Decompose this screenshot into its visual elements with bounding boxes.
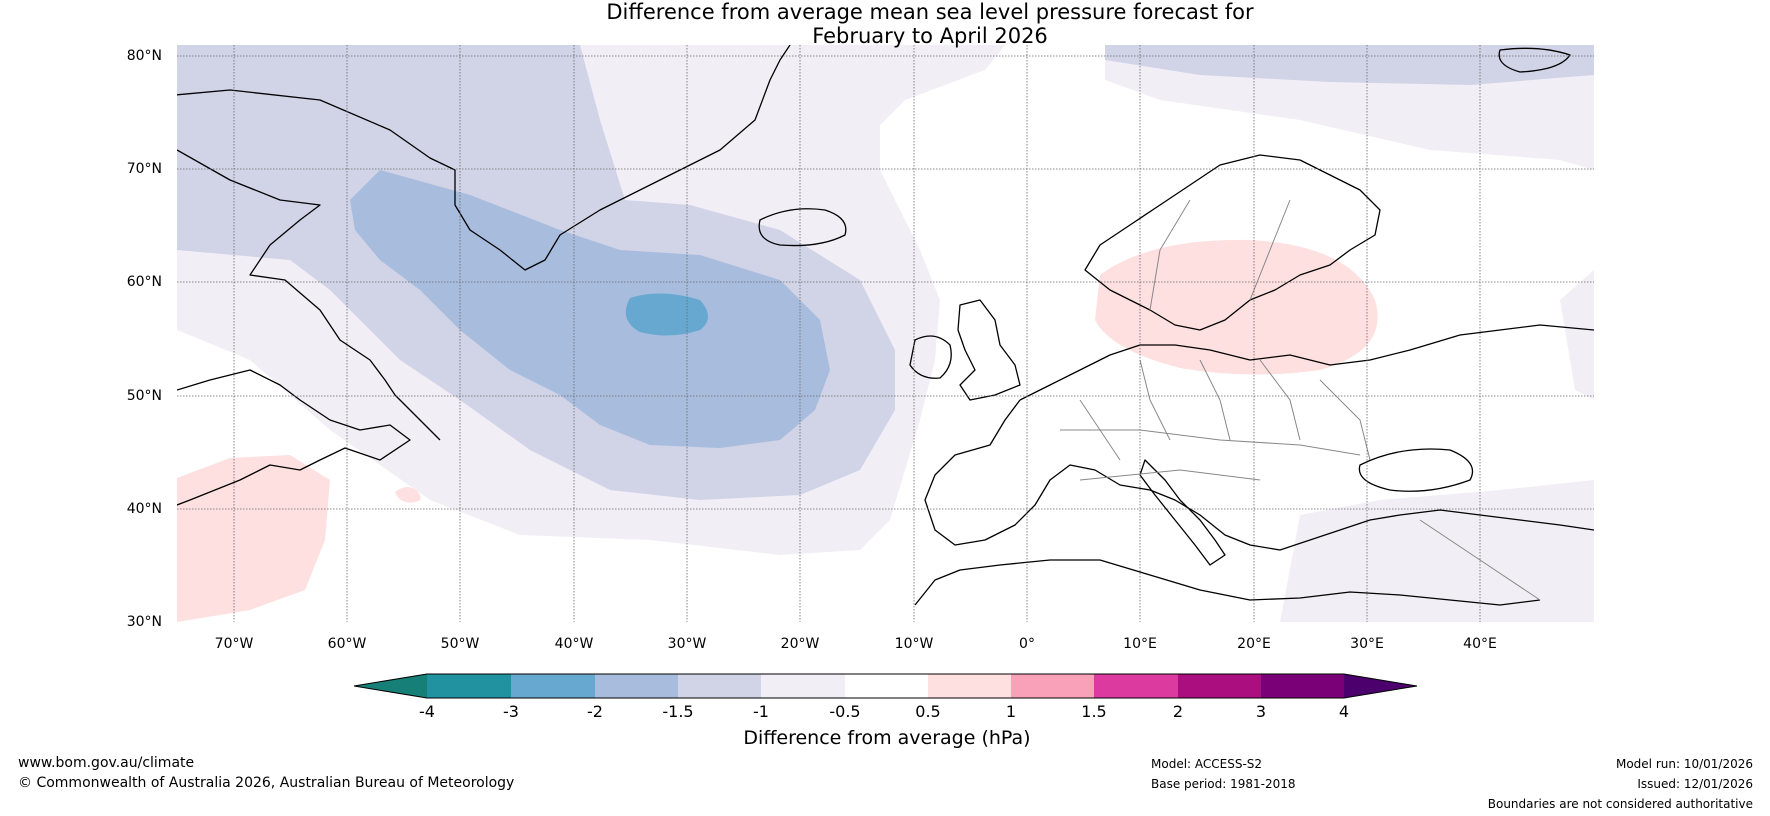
anomaly-region-neg10-east <box>1105 45 1594 85</box>
colorbar-tick: 1 <box>1005 702 1017 721</box>
colorbar-bin <box>761 674 845 698</box>
lat-label: 60°N <box>126 274 162 290</box>
colorbar-bin <box>928 674 1011 698</box>
colorbar-tick: -0.5 <box>829 702 861 721</box>
colorbar-tick: -4 <box>419 702 435 721</box>
colorbar-bin <box>845 674 928 698</box>
colorbar <box>353 673 1418 699</box>
coast-baffin <box>177 149 441 441</box>
coast-black-sea <box>1358 448 1474 492</box>
lon-label: 10°W <box>894 636 934 652</box>
lat-label: 70°N <box>126 161 162 177</box>
country-borders <box>1060 199 1541 601</box>
colorbar-label: Difference from average (hPa) <box>743 727 1031 749</box>
colorbar-tick: -1.5 <box>662 702 694 721</box>
footer-issued: Issued: 12/01/2026 <box>1637 777 1753 791</box>
lat-label: 40°N <box>126 501 162 517</box>
colorbar-bin <box>1011 674 1094 698</box>
anomaly-region-neg20 <box>625 293 708 336</box>
footer-model: Model: ACCESS-S2 <box>1151 757 1263 771</box>
footer-copyright: © Commonwealth of Australia 2026, Austra… <box>18 775 515 791</box>
lat-label: 30°N <box>126 614 162 630</box>
chart-title-line2: February to April 2026 <box>812 24 1048 48</box>
colorbar-outline <box>353 673 1418 699</box>
graticule <box>177 45 1594 622</box>
colorbar-bin <box>1261 674 1344 698</box>
coast-europe <box>1019 324 1594 401</box>
colorbar-tick: 1.5 <box>1081 702 1107 721</box>
coast-greenland <box>177 45 791 271</box>
lat-label: 50°N <box>126 388 162 404</box>
lon-label: 20°E <box>1237 636 1271 652</box>
coast-north-america <box>177 369 411 506</box>
lon-label: 40°E <box>1463 636 1497 652</box>
coast-north-africa <box>914 559 1541 606</box>
coastlines <box>177 45 1594 606</box>
coast-iberia <box>924 399 1594 551</box>
anomaly-field <box>177 45 1594 622</box>
colorbar-tick: 0.5 <box>915 702 941 721</box>
colorbar-bin <box>427 674 511 698</box>
anomaly-region-pos05-blob <box>395 487 421 503</box>
colorbar-bin <box>1178 674 1261 698</box>
colorbar-bin <box>511 674 595 698</box>
footer-website: www.bom.gov.au/climate <box>18 755 195 771</box>
footer-model-run: Model run: 10/01/2026 <box>1615 757 1753 771</box>
colorbar-extend-high <box>1344 674 1417 698</box>
coast-ireland <box>909 335 952 379</box>
anomaly-region-neg15 <box>350 170 830 448</box>
colorbar-tick: -3 <box>503 702 519 721</box>
anomaly-region-pos05-scandinavia <box>1095 239 1378 375</box>
footer-base-period: Base period: 1981-2018 <box>1151 777 1296 791</box>
lon-label: 40°W <box>554 636 594 652</box>
lon-label: 70°W <box>214 636 254 652</box>
lon-label: 20°W <box>780 636 820 652</box>
footer-disclaimer: Boundaries are not considered authoritat… <box>1487 797 1753 811</box>
colorbar-tick: 4 <box>1338 702 1350 721</box>
colorbar-extend-low <box>354 674 427 698</box>
anomaly-region-pos05-us <box>177 455 330 622</box>
coast-great-britain <box>957 299 1021 401</box>
coast-iceland <box>758 208 847 247</box>
coast-scandinavia <box>1084 154 1381 331</box>
lon-label: 50°W <box>440 636 480 652</box>
colorbar-bin <box>1094 674 1178 698</box>
colorbar-bin <box>595 674 678 698</box>
coast-svalbard <box>1498 47 1571 73</box>
coast-italy <box>1139 459 1226 566</box>
lon-label: 10°E <box>1123 636 1157 652</box>
lon-label: 30°W <box>667 636 707 652</box>
anomaly-region-neg05-edge <box>1560 270 1594 400</box>
anomaly-region-neg05-south <box>1280 480 1594 622</box>
colorbar-tick: 2 <box>1172 702 1184 721</box>
colorbar-bin <box>678 674 761 698</box>
lat-label: 80°N <box>126 48 162 64</box>
colorbar-tick: -2 <box>587 702 603 721</box>
lon-label: 0° <box>1019 636 1035 652</box>
colorbar-tick: 3 <box>1255 702 1267 721</box>
colorbar-tick: -1 <box>753 702 769 721</box>
lon-label: 60°W <box>327 636 367 652</box>
chart-title-line1: Difference from average mean sea level p… <box>606 0 1254 24</box>
lon-label: 30°E <box>1350 636 1384 652</box>
chart-title: Difference from average mean sea level p… <box>0 0 1770 48</box>
